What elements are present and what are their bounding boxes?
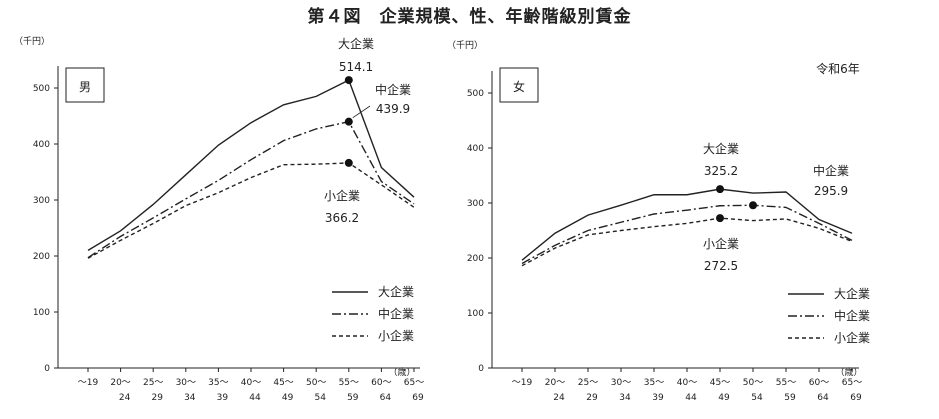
- series-line-2: [521, 217, 853, 267]
- x-tick-label-sub: 39: [217, 393, 229, 403]
- y-tick-label: 500: [467, 89, 484, 99]
- y-tick-label: 0: [44, 364, 50, 374]
- x-tick-label-sub: 34: [184, 393, 196, 403]
- annotation-series-name: 大企業: [703, 141, 739, 156]
- x-tick-label: 65～: [842, 378, 862, 388]
- y-tick-label: 500: [33, 84, 50, 94]
- x-tick-label: 30～: [176, 378, 196, 388]
- annotation-series-name: 中企業: [813, 163, 849, 178]
- annotation-series-name: 大企業: [338, 36, 374, 51]
- x-tick-label: 40～: [677, 378, 697, 388]
- x-tick-label-sub: 44: [249, 393, 261, 403]
- x-tick-label: ～19: [512, 378, 533, 388]
- x-tick-label: 40～: [241, 378, 261, 388]
- x-tick-label-sub: 54: [314, 393, 326, 403]
- x-tick-label-sub: 44: [685, 393, 697, 403]
- legend-label: 小企業: [378, 328, 414, 343]
- y-tick-label: 200: [467, 254, 484, 264]
- data-label: 366.2: [325, 211, 359, 225]
- x-tick-label-sub: 29: [151, 393, 163, 403]
- x-tick-label-sub: 69: [850, 393, 862, 403]
- y-tick-label: 100: [33, 308, 50, 318]
- y-tick-label: 400: [467, 144, 484, 154]
- y-tick-label: 0: [478, 364, 484, 374]
- x-unit-label: （歳）: [388, 366, 415, 378]
- x-tick-label: 35～: [644, 378, 664, 388]
- x-tick-label-sub: 34: [619, 393, 631, 403]
- x-tick-label: 60～: [809, 378, 829, 388]
- x-tick-label-sub: 54: [751, 393, 763, 403]
- x-unit-label: （歳）: [835, 366, 862, 378]
- x-tick-label-sub: 64: [380, 393, 392, 403]
- x-tick-label: 35～: [208, 378, 228, 388]
- x-tick-label: 55～: [776, 378, 796, 388]
- x-tick-label: 20～: [545, 378, 565, 388]
- series-line-1: [87, 120, 415, 259]
- x-tick-label-sub: 59: [784, 393, 796, 403]
- data-point-marker: [344, 76, 353, 85]
- year-note: 令和6年: [816, 61, 860, 76]
- data-label: 439.9: [376, 102, 410, 116]
- x-tick-label: 45～: [273, 378, 293, 388]
- chart-panel-male: [54, 66, 420, 372]
- x-tick-label-sub: 24: [553, 393, 565, 403]
- series-line-1: [521, 204, 853, 265]
- x-tick-label: 55～: [339, 378, 359, 388]
- panel-label-box: [65, 67, 105, 103]
- annotation-series-name: 小企業: [703, 236, 739, 251]
- x-tick-label: 30～: [611, 378, 631, 388]
- series-line-2: [87, 162, 415, 259]
- x-tick-label: 20～: [110, 378, 130, 388]
- data-point-marker: [749, 201, 757, 210]
- chart-panel-female: [488, 67, 859, 372]
- x-tick-label-sub: 64: [817, 393, 829, 403]
- y-tick-label: 400: [33, 140, 50, 150]
- panel-label: 男: [79, 80, 91, 94]
- x-tick-label: 25～: [143, 378, 163, 388]
- x-tick-label-sub: 49: [282, 393, 294, 403]
- x-tick-label-sub: 39: [652, 393, 664, 403]
- x-tick-label: 50～: [743, 378, 763, 388]
- legend-label: 中企業: [834, 308, 870, 323]
- panel-label-box: [499, 67, 539, 103]
- page-title: 第４図 企業規模、性、年齢階級別賃金: [307, 7, 632, 27]
- leader-line: [352, 105, 371, 118]
- x-tick-label-sub: 59: [347, 393, 359, 403]
- data-label: 325.2: [704, 164, 738, 178]
- x-tick-label: 50～: [306, 378, 326, 388]
- x-tick-label-sub: 29: [586, 393, 598, 403]
- x-tick-label: ～19: [78, 378, 99, 388]
- x-tick-label: 25～: [578, 378, 598, 388]
- legend-label: 大企業: [834, 286, 870, 301]
- y-unit-label: （千円）: [447, 40, 483, 51]
- legend-label: 中企業: [378, 306, 414, 321]
- data-point-marker: [716, 214, 724, 223]
- legend-label: 小企業: [834, 330, 870, 345]
- y-tick-label: 300: [467, 199, 484, 209]
- series-line-0: [521, 188, 853, 261]
- x-tick-label: 45～: [710, 378, 730, 388]
- y-unit-label: （千円）: [14, 36, 50, 47]
- panel-label: 女: [513, 79, 525, 94]
- y-tick-label: 300: [33, 196, 50, 206]
- data-point-marker: [716, 185, 724, 194]
- data-point-marker: [344, 117, 353, 126]
- data-point-marker: [344, 158, 353, 167]
- annotation-series-name: 小企業: [324, 188, 360, 203]
- x-tick-label: 60～: [371, 378, 391, 388]
- data-label: 514.1: [339, 60, 373, 74]
- x-tick-label-sub: 69: [412, 393, 424, 403]
- y-tick-label: 100: [467, 309, 484, 319]
- x-tick-label-sub: 24: [119, 393, 131, 403]
- legend-label: 大企業: [378, 284, 414, 299]
- y-tick-label: 200: [33, 252, 50, 262]
- x-tick-label-sub: 49: [718, 393, 730, 403]
- annotation-series-name: 中企業: [375, 82, 411, 97]
- data-label: 272.5: [704, 259, 738, 273]
- data-label: 295.9: [814, 184, 848, 198]
- series-line-0: [87, 79, 415, 251]
- x-tick-label: 65～: [404, 378, 424, 388]
